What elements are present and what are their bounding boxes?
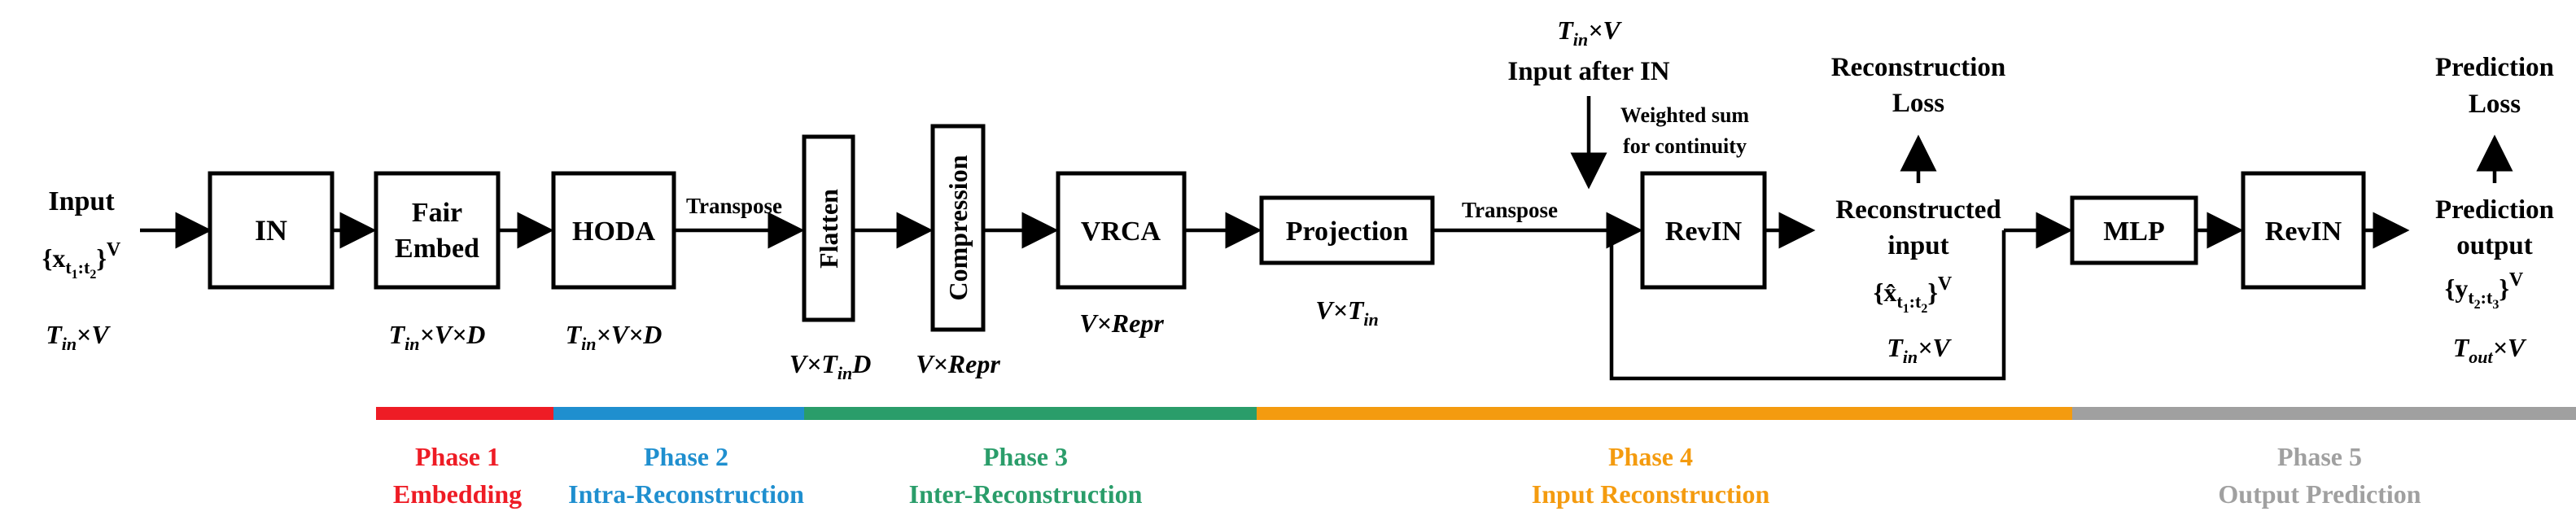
phase-1-bar	[376, 407, 553, 420]
hoda-block-label: HODA	[572, 216, 655, 247]
phase-2-title: Phase 2	[644, 442, 728, 471]
reconstruction-loss-label-1: Reconstruction	[1831, 53, 2005, 82]
hoda-dims: Tin×V×D	[566, 320, 663, 354]
in-block-label: IN	[255, 214, 287, 247]
transpose-label-1: Transpose	[686, 194, 782, 218]
prediction-loss-label-2: Loss	[2469, 90, 2521, 119]
phase-4-name: Input Reconstruction	[1532, 479, 1770, 509]
revin-block-1	[1640, 171, 1767, 290]
vrca-block-label: VRCA	[1081, 216, 1161, 247]
skip-connection-line	[1609, 230, 2006, 381]
weighted-sum-label-1: Weighted sum	[1620, 103, 1750, 127]
revin-block-2-label: RevIN	[2265, 216, 2342, 247]
projection-block	[1259, 195, 1435, 265]
weighted-sum-label-2: for continuity	[1623, 134, 1747, 158]
phase-3-bar	[804, 407, 1257, 420]
prediction-output-dims: Tout×V	[2453, 333, 2527, 367]
compression-block-label: Compression	[943, 155, 973, 300]
phase-2-name: Intra-Reconstruction	[568, 479, 804, 509]
flatten-dims: V×TinD	[789, 349, 872, 383]
fair-embed-dims: Tin×V×D	[389, 320, 486, 354]
fair-embed-label-2: Embed	[395, 234, 479, 264]
prediction-output-label-2: output	[2456, 231, 2533, 260]
phase-3-name: Inter-Reconstruction	[909, 479, 1143, 509]
prediction-output-formula: {yt2:t3}V	[2445, 269, 2524, 312]
phase-3-title: Phase 3	[983, 442, 1068, 471]
input-after-in-label: Input after IN	[1507, 57, 1669, 86]
vrca-block	[1056, 171, 1187, 290]
transpose-label-2: Transpose	[1462, 198, 1558, 222]
fair-embed-block	[374, 171, 501, 290]
phase-5-name: Output Prediction	[2218, 479, 2421, 509]
phase-4-bar	[1257, 407, 2072, 420]
mlp-block	[2070, 195, 2198, 265]
input-after-in-dims: Tin×V	[1557, 15, 1622, 50]
compression-dims: V×Repr	[916, 349, 1000, 378]
reconstructed-input-formula: {x̂t1:t2}V	[1874, 273, 1953, 316]
reconstruction-loss-label-2: Loss	[1892, 89, 1944, 118]
revin-block-1-label: RevIN	[1665, 216, 1743, 247]
phase-5-bar	[2072, 407, 2576, 420]
input-dims: Tin×V	[46, 320, 111, 354]
revin-block-2	[2241, 171, 2366, 290]
projection-dims: V×Tin	[1315, 295, 1378, 330]
compression-block	[930, 124, 986, 332]
phase-2-bar	[553, 407, 804, 420]
input-label: Input	[48, 186, 115, 216]
projection-block-label: Projection	[1286, 216, 1409, 247]
flatten-block-label: Flatten	[814, 189, 843, 269]
vrca-dims: V×Repr	[1079, 308, 1164, 338]
in-block	[208, 171, 335, 290]
input-formula: {xt1:t2}V	[42, 239, 121, 282]
prediction-output-label-1: Prediction	[2435, 195, 2554, 225]
mlp-block-label: MLP	[2103, 216, 2165, 247]
phase-4-title: Phase 4	[1608, 442, 1693, 471]
reconstructed-input-dims: Tin×V	[1887, 333, 1952, 367]
phase-1-title: Phase 1	[415, 442, 500, 471]
reconstructed-input-label-2: input	[1887, 231, 1948, 260]
hoda-block	[551, 171, 676, 290]
phase-1-name: Embedding	[393, 479, 522, 509]
flatten-block	[802, 134, 855, 322]
phase-5-title: Phase 5	[2277, 442, 2362, 471]
prediction-loss-label-1: Prediction	[2435, 53, 2554, 82]
fair-embed-label-1: Fair	[412, 198, 462, 228]
reconstructed-input-label-1: Reconstructed	[1835, 195, 2001, 225]
